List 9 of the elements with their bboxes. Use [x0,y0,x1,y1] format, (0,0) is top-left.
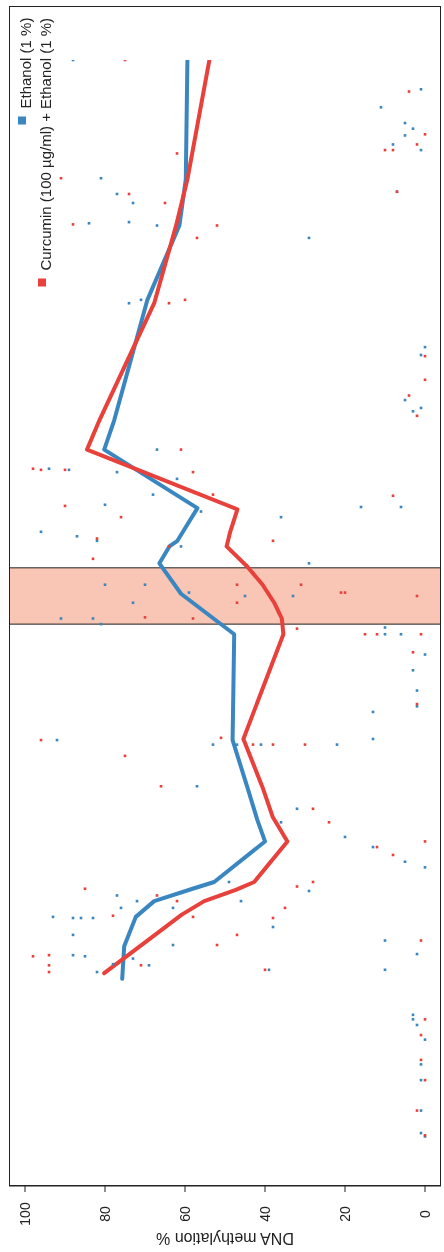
x-tick-label: 0 [417,1209,433,1218]
x-axis-title: DNA methylation % [156,1229,294,1247]
x-tick-label: 60 [177,1206,193,1222]
text: Curcumin (100 µg/ml) + Ethanol (1 %) [37,18,54,271]
x-tick-label: 100 [17,1202,33,1226]
text: Ethanol (1 %) [17,18,34,109]
x-tick-label: 40 [257,1206,273,1222]
x-tick-label: 20 [337,1206,353,1222]
x-tick-label: 80 [97,1206,113,1222]
